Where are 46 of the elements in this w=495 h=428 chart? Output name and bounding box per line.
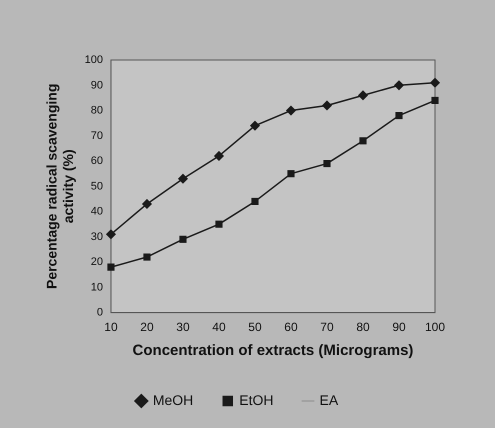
y-tick-label: 90 [90, 79, 103, 92]
point [143, 253, 151, 261]
point [106, 230, 116, 240]
y-tick-label: 20 [90, 256, 103, 268]
point [250, 120, 260, 130]
point [430, 78, 440, 88]
legend-label: EtOH [239, 392, 274, 408]
x-tick-label: 80 [356, 320, 370, 334]
point [142, 199, 152, 209]
point [107, 264, 115, 271]
y-tick-label: 40 [90, 206, 103, 218]
point [395, 112, 403, 120]
point [323, 160, 331, 168]
y-tick-label: 70 [90, 130, 103, 142]
y-tick-label: 60 [90, 155, 103, 168]
legend-label: EA [320, 392, 339, 408]
x-tick-label: 90 [392, 320, 406, 334]
point [322, 100, 332, 110]
y-tick-label: 10 [90, 281, 103, 294]
y-tick-label: 100 [84, 54, 103, 66]
point [178, 174, 188, 184]
point [214, 151, 224, 161]
x-tick-label: 50 [248, 320, 262, 334]
x-tick-label: 20 [140, 320, 154, 334]
x-tick-label: 100 [424, 320, 446, 334]
x-tick-label: 40 [212, 320, 226, 334]
x-tick-label: 10 [104, 320, 118, 334]
point [215, 220, 223, 228]
point [287, 170, 295, 178]
point [358, 90, 368, 100]
y-axis-title: Percentage radical scavenging activity (%) [43, 84, 76, 290]
y-tick-label: 30 [90, 230, 103, 243]
x-axis-title: Concentration of extracts (Micrograms) [132, 342, 414, 360]
legend-label: MeOH [152, 392, 194, 408]
point [251, 198, 259, 206]
y-tick-label: 0 [96, 306, 103, 319]
y-tick-label: 50 [90, 180, 103, 192]
point [179, 236, 187, 243]
point [286, 106, 296, 116]
x-tick-label: 30 [176, 320, 190, 334]
x-tick-label: 70 [320, 320, 334, 334]
x-tick-label: 60 [284, 320, 298, 334]
point [359, 137, 367, 144]
point [394, 80, 404, 90]
point [431, 96, 439, 104]
y-tick-label: 80 [90, 104, 103, 117]
